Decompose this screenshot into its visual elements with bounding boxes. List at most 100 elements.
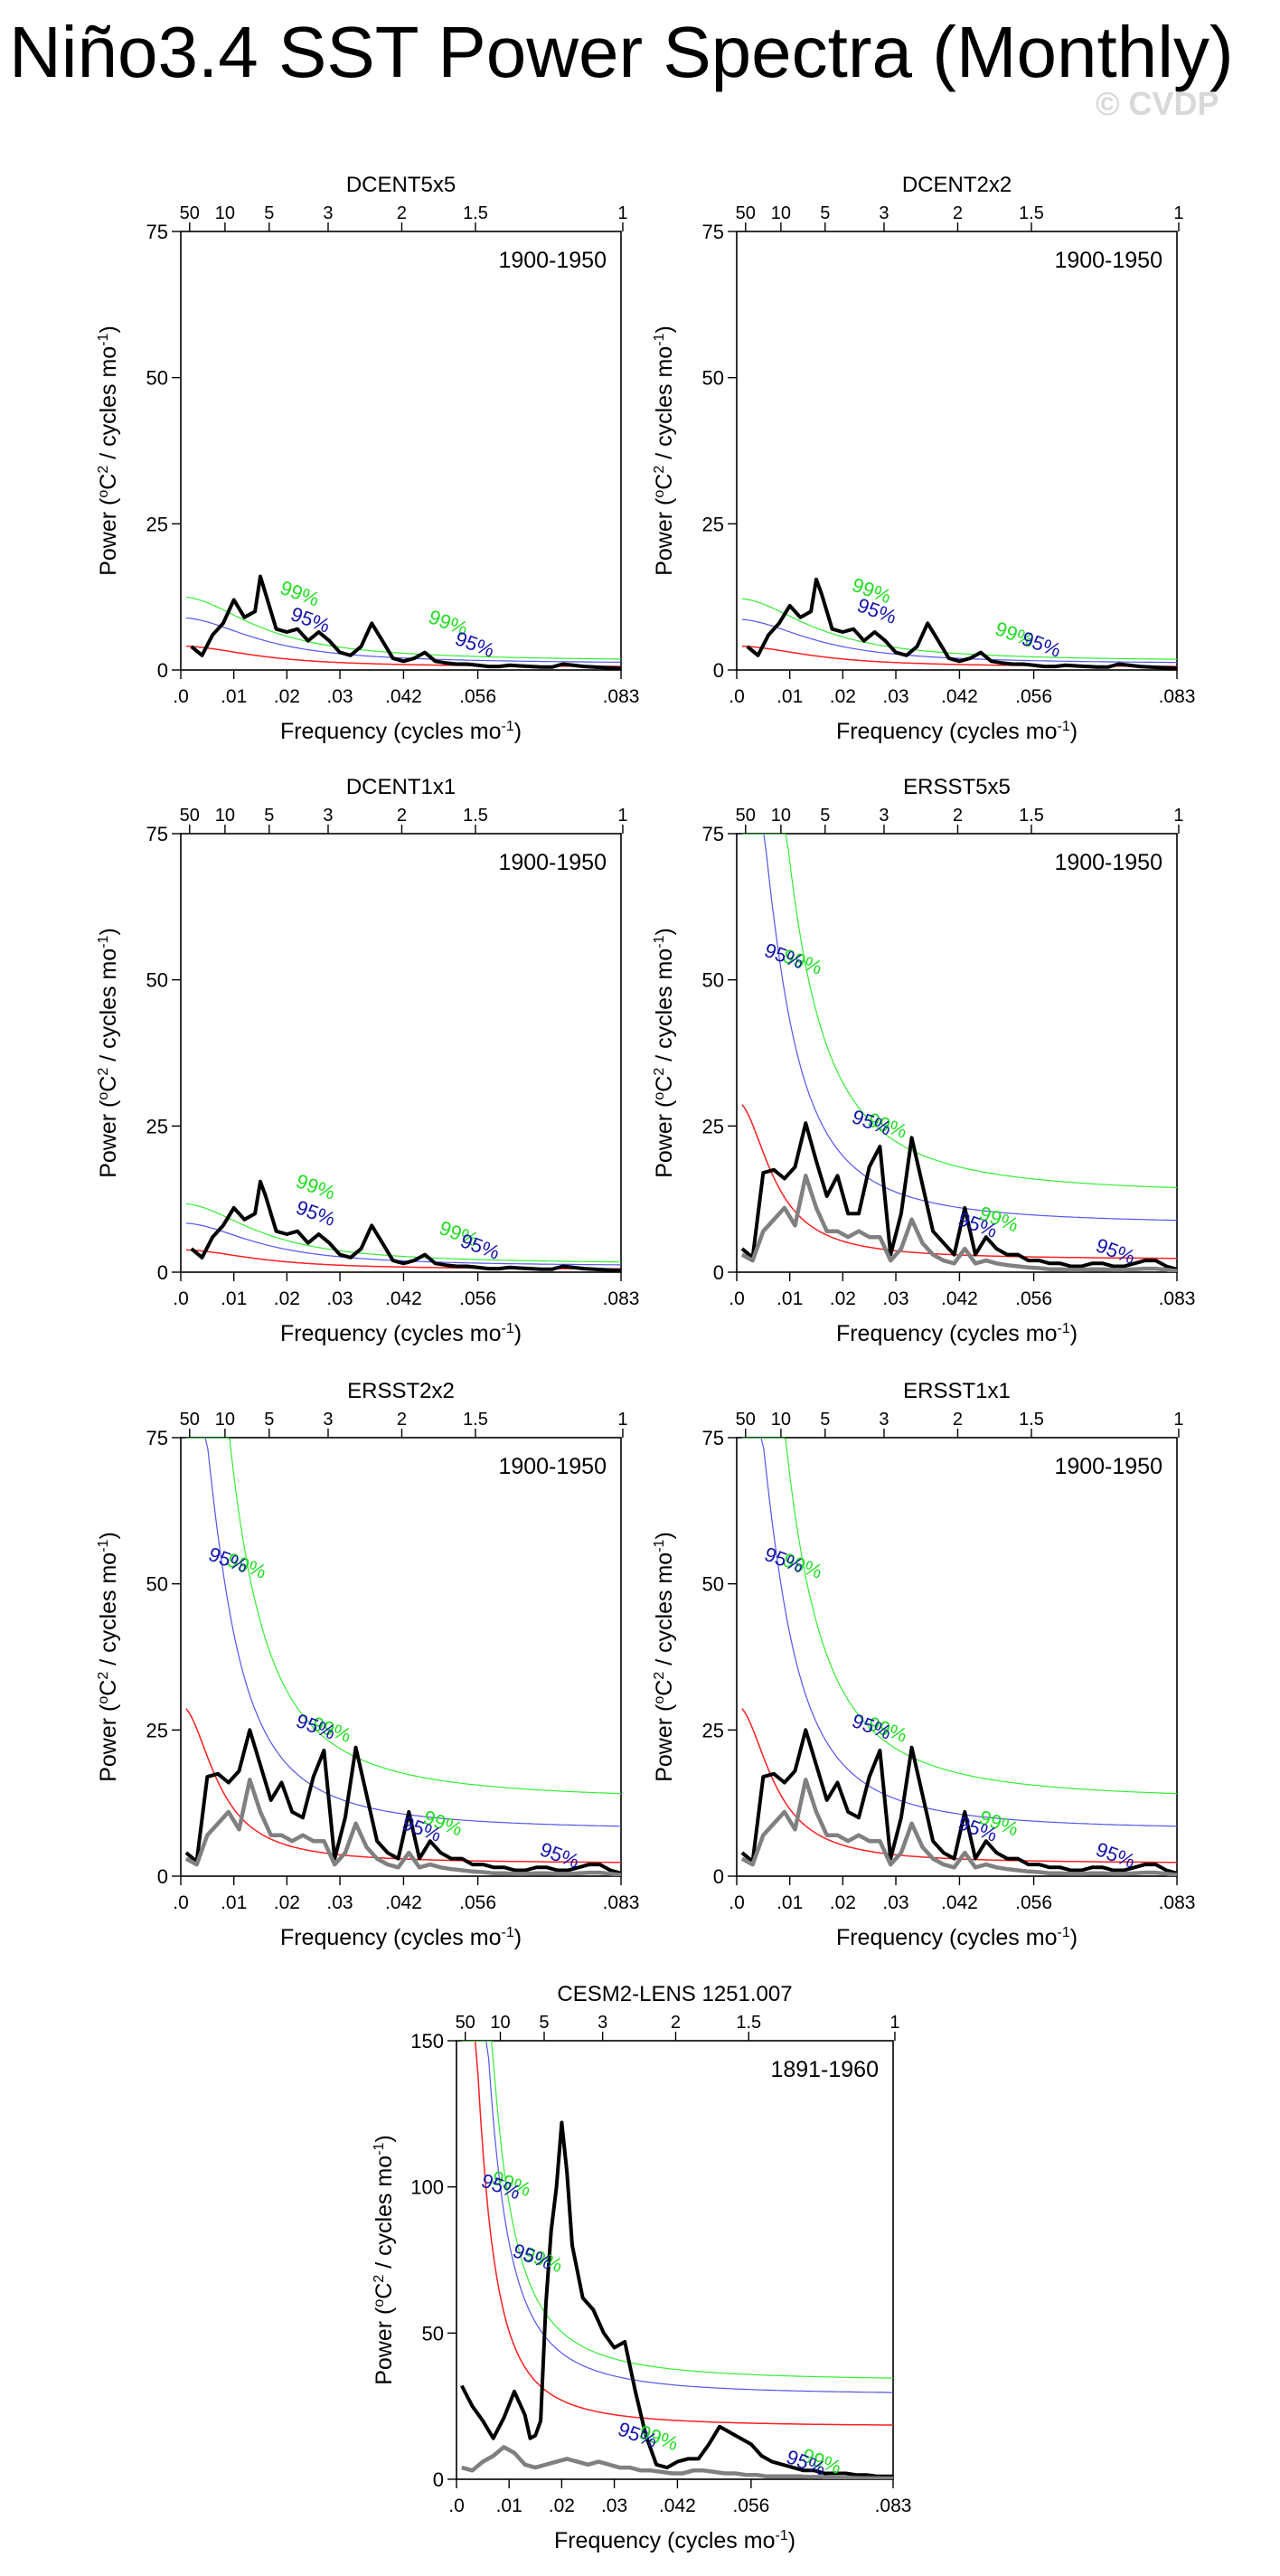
- top-tick-label: 5: [539, 2013, 549, 2033]
- y-axis-label-part: o: [652, 1696, 667, 1704]
- spectrum-line: [190, 574, 621, 670]
- y-axis-label-part: Power (: [96, 1099, 121, 1178]
- x-tick-label: .02: [274, 1892, 300, 1913]
- panel-cesm2-lens-1251-007: CESM2-LENS 1251.007 1891-1960 50 10 5 3 2 1.5 1.…: [372, 1982, 911, 2553]
- ci95-curve: [185, 1438, 621, 1827]
- x-tick-label: .01: [776, 686, 803, 707]
- y-axis-label-part: C: [96, 1680, 121, 1696]
- period-label: 1900-1950: [498, 248, 607, 273]
- markov-red-noise-curve: [185, 1249, 621, 1270]
- top-tick-label: 5: [264, 1410, 274, 1430]
- curves: [740, 1438, 1177, 1876]
- y-axis-label-part: Power (: [652, 1099, 677, 1178]
- y-axis-label-part: ): [652, 928, 677, 935]
- top-tick-label: 1.5: [1019, 203, 1044, 223]
- top-tick-label: 10: [771, 203, 791, 223]
- spectrum-line: [740, 1728, 1177, 1875]
- top-tick-label: 10: [490, 2013, 510, 2033]
- y-axis-label: Power (oC2 / cycles mo-1): [96, 1532, 121, 1782]
- plot-frame: [736, 1437, 1178, 1877]
- y-tick-label: 25: [702, 1719, 724, 1741]
- markov-red-noise-curve: [741, 645, 1177, 667]
- ci95-label: 95%: [615, 2418, 660, 2453]
- period-label: 1900-1950: [498, 1454, 607, 1479]
- ci95-label: 95%: [510, 2239, 555, 2274]
- ci95-curve: [741, 834, 1177, 1222]
- x-tick-label: .03: [882, 686, 908, 707]
- x-tick-label: .083: [603, 1892, 640, 1913]
- period-label: 1900-1950: [1054, 1454, 1162, 1479]
- y-axis-label-part: 2: [96, 1672, 111, 1680]
- x-tick-label: .083: [875, 2496, 912, 2516]
- top-tick-label: 50: [180, 806, 200, 826]
- y-axis-label-part: o: [652, 1092, 667, 1100]
- y-axis-label-part: Power (: [372, 2307, 397, 2385]
- y-tick-label: 50: [702, 367, 724, 390]
- y-tick-label: 0: [713, 659, 724, 682]
- panel-title: DCENT2x2: [902, 173, 1012, 197]
- panel-ersst5x5: ERSST5x5 1900-1950 50 10 5 3 2 1.5 1 .0 .01 .02 .03.…: [652, 775, 1195, 1346]
- y-axis-label-part: o: [652, 490, 667, 498]
- top-tick-label: 1: [617, 1410, 627, 1430]
- y-tick-label: 25: [146, 513, 168, 535]
- x-axis-label: Frequency (cycles mo-1): [836, 719, 1078, 744]
- top-tick-label: 10: [215, 1410, 235, 1430]
- top-tick-label: 1.5: [1019, 1410, 1044, 1430]
- x-tick-label: .056: [1015, 1892, 1052, 1913]
- y-tick-label: 50: [422, 2322, 444, 2345]
- x-tick-label: .0: [173, 1288, 189, 1309]
- y-tick-label: 75: [146, 823, 168, 845]
- spectrum-line: [184, 1728, 621, 1875]
- ci99-curve: [185, 596, 621, 660]
- top-tick-label: 1: [889, 2013, 899, 2033]
- curves: [185, 1179, 621, 1272]
- x-tick-label: .01: [776, 1288, 803, 1309]
- top-tick-label: 5: [820, 1410, 830, 1430]
- y-axis-label-part: -1: [652, 333, 667, 345]
- top-tick-label: 1.5: [1019, 806, 1044, 826]
- y-axis-label-part: Power (: [96, 497, 121, 576]
- top-tick-label: 1.5: [736, 2013, 761, 2033]
- plot-frame: [180, 833, 622, 1273]
- top-tick-label: 10: [215, 203, 235, 223]
- y-axis-label-part: o: [372, 2299, 387, 2307]
- period-label: 1900-1950: [1054, 248, 1162, 273]
- x-axis-label-close: ): [514, 1925, 522, 1950]
- y-axis-label-part: C: [652, 1680, 677, 1696]
- top-tick-label: 3: [598, 2013, 607, 2033]
- x-axis-label-close: ): [514, 1321, 522, 1346]
- top-tick-label: 2: [953, 806, 963, 826]
- y-axis-label-part: Power (: [96, 1703, 121, 1782]
- panel-title: ERSST5x5: [903, 775, 1011, 799]
- x-tick-label: .03: [601, 2496, 627, 2516]
- x-tick-label: .042: [659, 2496, 696, 2516]
- y-axis-label-part: -1: [372, 2142, 387, 2155]
- y-axis-label-part: / cycles mo: [96, 948, 121, 1068]
- curves: [740, 834, 1177, 1272]
- y-axis-label-part: C: [372, 2283, 397, 2299]
- x-tick-label: .042: [941, 1288, 978, 1309]
- y-axis-label-part: ): [96, 928, 121, 935]
- ci95-curve: [461, 2041, 893, 2393]
- curves: [460, 2041, 893, 2479]
- y-axis-label-part: 2: [96, 466, 111, 474]
- y-tick-label: 150: [410, 2030, 444, 2052]
- x-tick-label: .03: [882, 1892, 908, 1913]
- x-tick-label: .03: [326, 1288, 353, 1309]
- spectrum-line: [190, 1179, 621, 1272]
- x-tick-label: .02: [830, 1288, 856, 1309]
- x-axis-label-sup: -1: [501, 1321, 513, 1336]
- y-axis-label: Power (oC2 / cycles mo-1): [652, 928, 677, 1178]
- x-tick-label: .042: [385, 1288, 422, 1309]
- y-axis-label: Power (oC2 / cycles mo-1): [652, 326, 677, 576]
- x-axis-label: Frequency (cycles mo-1): [280, 1925, 522, 1950]
- y-axis-label-part: / cycles mo: [96, 1552, 121, 1672]
- y-axis-label-part: o: [96, 1092, 111, 1100]
- ci95-curve: [185, 617, 621, 663]
- y-tick-label: 50: [146, 1573, 168, 1596]
- spectrum-line: [740, 1121, 1177, 1271]
- y-axis-label-part: ): [96, 326, 121, 333]
- top-tick-label: 5: [820, 806, 830, 826]
- spectrum-line: [746, 577, 1177, 670]
- top-tick-label: 2: [397, 806, 407, 826]
